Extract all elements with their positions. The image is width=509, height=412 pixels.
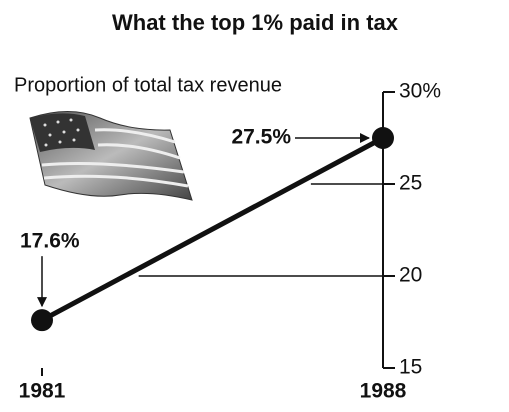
data-label: 27.5%: [231, 126, 291, 149]
flag-decoration: [29, 111, 193, 201]
arrow-head: [37, 297, 47, 308]
data-point: [372, 127, 394, 149]
data-point: [31, 309, 53, 332]
arrow-head: [360, 133, 370, 143]
y-tick-label: 15: [399, 356, 422, 379]
y-tick-label: 30%: [399, 80, 441, 103]
x-tick-label: 1988: [360, 380, 407, 403]
data-label: 17.6%: [20, 230, 80, 253]
y-tick-label: 25: [399, 172, 422, 195]
y-tick-label: 20: [399, 264, 422, 287]
x-tick-label: 1981: [19, 380, 66, 403]
chart-title: What the top 1% paid in tax: [112, 10, 399, 35]
data-line: [40, 135, 385, 323]
chart-subtitle: Proportion of total tax revenue: [14, 74, 282, 96]
